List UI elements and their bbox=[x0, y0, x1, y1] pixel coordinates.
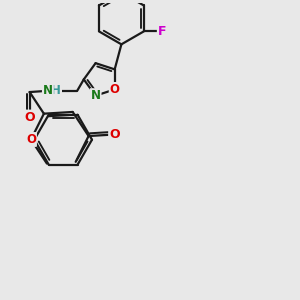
Text: O: O bbox=[109, 128, 120, 141]
Text: O: O bbox=[26, 133, 36, 146]
Text: N: N bbox=[91, 89, 100, 102]
Text: O: O bbox=[110, 83, 120, 96]
Text: O: O bbox=[24, 111, 35, 124]
Text: N: N bbox=[43, 84, 53, 97]
Text: H: H bbox=[51, 84, 61, 97]
Text: F: F bbox=[158, 25, 166, 38]
